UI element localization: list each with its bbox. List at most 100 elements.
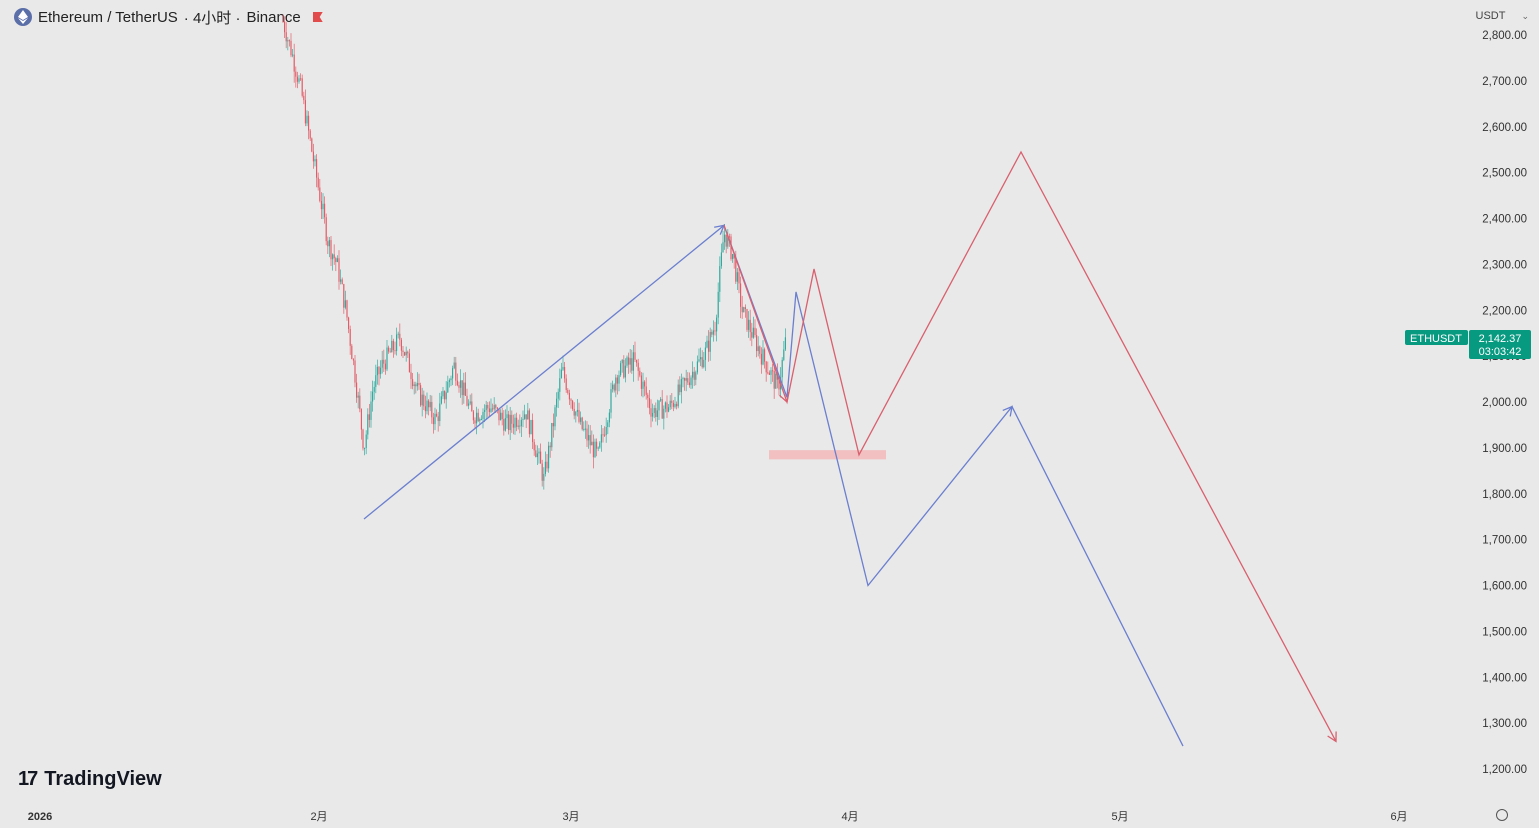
candle-body <box>783 349 785 360</box>
candle-body <box>775 373 777 389</box>
candle-body <box>564 367 566 379</box>
candle-body <box>532 419 534 443</box>
candle-body <box>468 403 470 406</box>
candle-body <box>354 360 356 383</box>
candle-body <box>717 291 719 318</box>
y-tick-label: 2,200.00 <box>1482 305 1527 317</box>
candle-body <box>527 410 529 420</box>
candle-body <box>319 187 321 201</box>
candle-body <box>741 306 743 313</box>
candle-body <box>288 40 290 42</box>
candle-body <box>712 330 714 335</box>
candle-body <box>448 380 450 382</box>
interval-label[interactable]: · 4小时 · <box>183 9 241 27</box>
candle-body <box>652 413 654 417</box>
candle-body <box>360 409 362 430</box>
candle-body <box>388 347 390 352</box>
candle-body <box>458 385 460 388</box>
candle-body <box>477 412 479 422</box>
candle-body <box>396 334 398 351</box>
flag-icon[interactable] <box>312 12 323 22</box>
candle-body <box>679 384 681 393</box>
candle-body <box>495 405 497 408</box>
candle-body <box>389 351 391 353</box>
chevron-down-icon: ⌄ <box>1521 10 1529 21</box>
candle-body <box>778 379 780 390</box>
candle-body <box>672 402 674 407</box>
candle-body <box>743 307 745 313</box>
chart-header[interactable]: Ethereum / TetherUS · 4小时 · Binance <box>14 6 323 28</box>
symbol-name[interactable]: Ethereum / TetherUS <box>38 8 178 26</box>
candle-body <box>594 441 596 458</box>
candle-body <box>352 359 354 361</box>
candle-body <box>644 381 646 387</box>
candle-body <box>610 389 612 413</box>
candle-body <box>343 284 345 308</box>
candle-body <box>693 371 695 380</box>
candle-body <box>560 369 562 379</box>
exchange-name[interactable]: Binance <box>246 8 301 26</box>
candle-body <box>581 417 583 430</box>
candle-body <box>336 258 338 262</box>
candle-body <box>608 412 610 423</box>
y-tick-label: 2,400.00 <box>1482 214 1527 226</box>
candle-body <box>701 357 703 368</box>
candle-body <box>400 339 402 351</box>
y-tick-label: 1,400.00 <box>1482 672 1527 684</box>
candle-body <box>618 375 620 384</box>
ticker-badge <box>1405 330 1468 345</box>
candle-body <box>314 159 316 162</box>
tradingview-logo[interactable]: 17 TradingView <box>18 768 162 791</box>
candle-body <box>602 434 604 436</box>
candle-body <box>501 412 503 420</box>
candle-body <box>520 419 522 427</box>
candle-body <box>365 434 367 448</box>
candle-body <box>674 403 676 407</box>
candle-body <box>724 234 726 243</box>
candle-body <box>730 236 732 259</box>
candle-body <box>440 396 442 404</box>
candle-body <box>746 309 748 330</box>
candle-body <box>767 372 769 374</box>
candle-body <box>308 115 310 131</box>
candle-body <box>506 414 508 419</box>
candle-body <box>615 377 617 391</box>
candle-body <box>684 378 686 381</box>
candle-body <box>304 100 306 124</box>
candle-body <box>392 340 394 351</box>
y-tick-label: 1,700.00 <box>1482 535 1527 547</box>
candle-body <box>301 78 303 96</box>
candle-body <box>700 357 702 360</box>
candle-body <box>572 400 574 409</box>
candle-body <box>588 435 590 441</box>
countdown-text: 03:03:42 <box>1479 346 1522 358</box>
currency-selector[interactable]: USDT ⌄ <box>1476 10 1530 22</box>
candle-body <box>423 394 425 407</box>
candle-body <box>735 258 737 282</box>
candle-body <box>324 203 326 218</box>
candle-body <box>690 377 692 386</box>
candle-body <box>634 352 636 360</box>
settings-icon[interactable] <box>1496 809 1508 821</box>
candle-body <box>628 357 630 365</box>
candle-body <box>397 333 399 335</box>
candle-body <box>544 461 546 474</box>
candle-body <box>704 347 706 360</box>
candle-body <box>658 400 660 411</box>
candle-body <box>650 408 652 417</box>
candle-body <box>408 353 410 373</box>
candle-body <box>466 395 468 406</box>
candle-body <box>282 21 284 23</box>
candle-body <box>399 333 401 340</box>
candle-body <box>671 400 673 403</box>
candle-body <box>487 404 489 409</box>
candle-body <box>744 307 746 310</box>
candle-body <box>719 266 721 292</box>
candle-body <box>757 346 759 352</box>
candle-body <box>391 340 393 353</box>
candle-body <box>637 362 639 371</box>
candle-body <box>349 329 351 346</box>
support-zone-rect <box>769 450 886 460</box>
x-tick-label: 5月 <box>1111 811 1128 823</box>
